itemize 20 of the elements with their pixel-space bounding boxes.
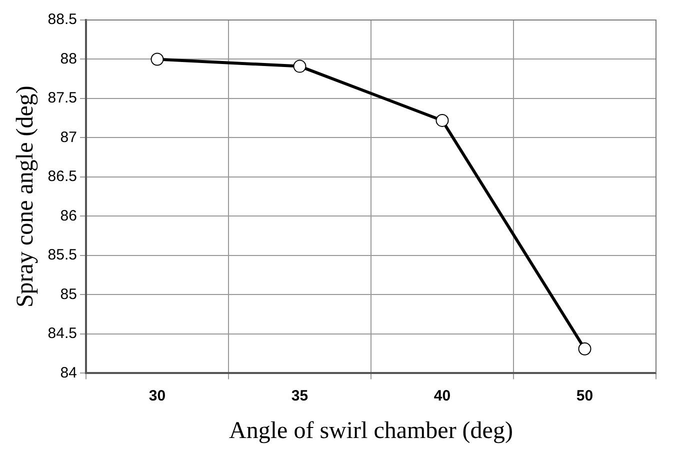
point bbox=[150, 52, 164, 66]
x-tick-label: 30 bbox=[148, 387, 166, 404]
point bbox=[293, 60, 306, 73]
y-tick-label: 87.5 bbox=[48, 90, 77, 107]
point bbox=[436, 114, 449, 127]
x-axis-title: Angle of swirl chamber (deg) bbox=[229, 418, 513, 444]
x-tick-label: 50 bbox=[576, 387, 594, 404]
y-tick-label: 84 bbox=[60, 364, 77, 382]
y-tick-label: 86 bbox=[60, 207, 77, 224]
x-tick-label: 35 bbox=[291, 387, 308, 404]
y-tick-label: 86.5 bbox=[48, 168, 77, 186]
y-tick-label: 87 bbox=[60, 128, 77, 146]
point bbox=[578, 342, 592, 356]
y-axis-title: Spray cone angle (deg) bbox=[12, 86, 39, 308]
y-tick-label: 88 bbox=[60, 50, 77, 68]
y-tick-label: 85.5 bbox=[48, 246, 77, 264]
y-tick-label: 85 bbox=[60, 286, 77, 303]
y-tick-label: 84.5 bbox=[48, 325, 77, 342]
y-tick-label: 88.5 bbox=[48, 11, 77, 28]
x-tick-label: 40 bbox=[434, 387, 451, 404]
